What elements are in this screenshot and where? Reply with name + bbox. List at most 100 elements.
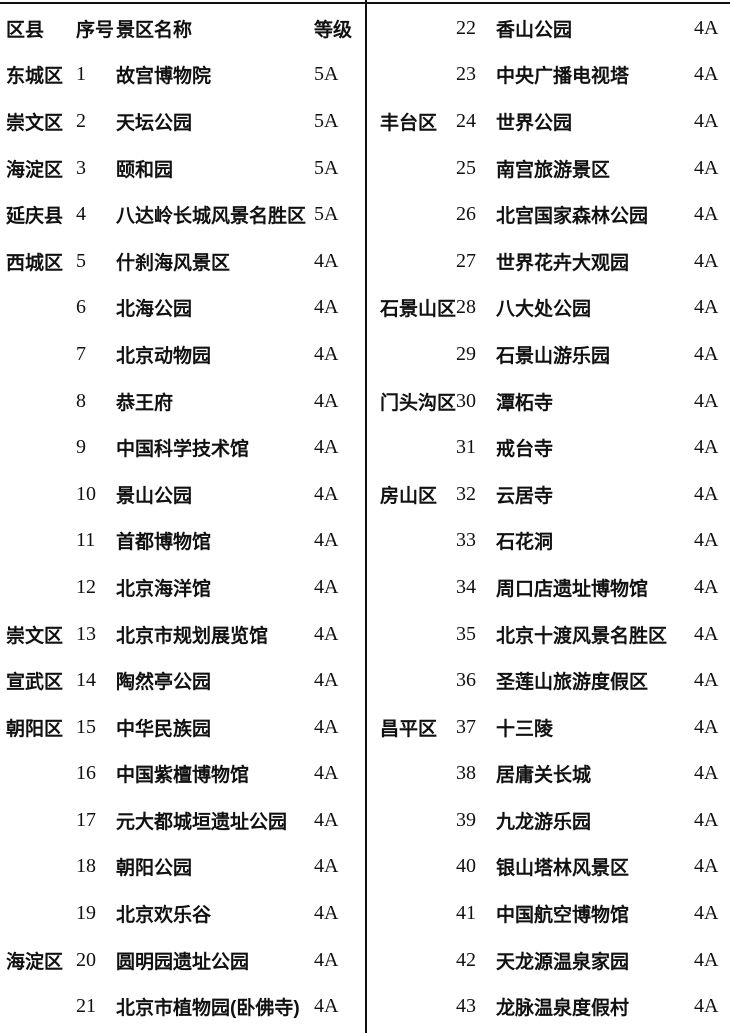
table-row: 10 景山公园 4A bbox=[0, 471, 365, 518]
scenic-name-cell: 南宫旅游景区 bbox=[496, 159, 611, 181]
grade-cell: 4A bbox=[694, 249, 719, 272]
district-cell: 门头沟区 bbox=[380, 392, 457, 414]
grade-cell: 4A bbox=[314, 436, 339, 459]
grade-cell: 4A bbox=[694, 715, 719, 738]
table-header-row: 区县 序号 景区名称 等级 bbox=[0, 5, 365, 52]
district-cell: 朝阳区 bbox=[6, 718, 64, 740]
district-cell: 石景山区 bbox=[380, 299, 457, 321]
grade-cell: 5A bbox=[314, 156, 339, 179]
scenic-name-cell: 北宫国家森林公园 bbox=[496, 206, 649, 228]
serial-number-cell: 6 bbox=[76, 296, 86, 319]
serial-number-cell: 26 bbox=[456, 203, 476, 226]
table-row: 昌平区 37 十三陵 4A bbox=[367, 704, 730, 751]
table-row: 宣武区 14 陶然亭公园 4A bbox=[0, 657, 365, 704]
serial-number-cell: 43 bbox=[456, 995, 476, 1018]
district-cell: 延庆县 bbox=[6, 206, 64, 228]
serial-number-cell: 21 bbox=[76, 995, 96, 1018]
scenic-name-cell: 中华民族园 bbox=[116, 718, 212, 740]
scenic-name-cell: 故宫博物院 bbox=[116, 66, 212, 88]
grade-cell: 4A bbox=[694, 762, 719, 785]
serial-number-cell: 19 bbox=[76, 902, 96, 925]
scenic-name-cell: 中国紫檀博物馆 bbox=[116, 765, 250, 787]
table-row: 25 南宫旅游景区 4A bbox=[367, 145, 730, 192]
serial-number-cell: 11 bbox=[76, 529, 96, 552]
grade-cell: 4A bbox=[694, 156, 719, 179]
table-row: 18 朝阳公园 4A bbox=[0, 844, 365, 891]
grade-cell: 4A bbox=[314, 389, 339, 412]
scenic-name-cell: 天坛公园 bbox=[116, 112, 193, 134]
grade-cell: 4A bbox=[314, 482, 339, 505]
right-column: 22 香山公园 4A 23 中央广播电视塔 4A 丰台区 24 世界公园 4A 25 南宫旅游景区 4A… bbox=[367, 5, 730, 1030]
serial-number-cell: 42 bbox=[456, 948, 476, 971]
grade-cell: 5A bbox=[314, 63, 339, 86]
district-cell: 西城区 bbox=[6, 252, 64, 274]
grade-cell: 5A bbox=[314, 109, 339, 132]
table-row: 35 北京十渡风景名胜区 4A bbox=[367, 611, 730, 658]
grade-cell: 4A bbox=[314, 995, 339, 1018]
table-row: 43 龙脉温泉度假村 4A bbox=[367, 983, 730, 1030]
table-row: 38 居庸关长城 4A bbox=[367, 751, 730, 798]
table-row: 39 九龙游乐园 4A bbox=[367, 797, 730, 844]
serial-number-cell: 29 bbox=[456, 342, 476, 365]
table-row: 19 北京欢乐谷 4A bbox=[0, 890, 365, 937]
scenic-name-cell: 景山公园 bbox=[116, 485, 193, 507]
serial-number-cell: 13 bbox=[76, 622, 96, 645]
scenic-name-cell: 中国科学技术馆 bbox=[116, 439, 250, 461]
grade-cell: 4A bbox=[694, 109, 719, 132]
grade-cell: 4A bbox=[694, 622, 719, 645]
grade-cell: 4A bbox=[694, 296, 719, 319]
serial-number-cell: 10 bbox=[76, 482, 96, 505]
serial-number-cell: 2 bbox=[76, 109, 86, 132]
scenic-name-cell: 圣莲山旅游度假区 bbox=[496, 672, 649, 694]
no-header: 序号 bbox=[76, 19, 115, 41]
table-row: 26 北宫国家森林公园 4A bbox=[367, 191, 730, 238]
district-cell: 房山区 bbox=[380, 485, 438, 507]
scenic-name-cell: 世界花卉大观园 bbox=[496, 252, 630, 274]
serial-number-cell: 5 bbox=[76, 249, 86, 272]
scenic-name-cell: 龙脉温泉度假村 bbox=[496, 998, 630, 1020]
grade-cell: 4A bbox=[314, 622, 339, 645]
scenic-name-cell: 北京市植物园(卧佛寺) bbox=[116, 998, 300, 1020]
scenic-name-cell: 天龙源温泉家园 bbox=[496, 951, 630, 973]
serial-number-cell: 16 bbox=[76, 762, 96, 785]
table-row: 29 石景山游乐园 4A bbox=[367, 331, 730, 378]
district-cell: 海淀区 bbox=[6, 951, 64, 973]
scenic-name-cell: 十三陵 bbox=[496, 718, 554, 740]
scenic-name-cell: 九龙游乐园 bbox=[496, 811, 592, 833]
grade-cell: 4A bbox=[314, 855, 339, 878]
table-row: 42 天龙源温泉家园 4A bbox=[367, 937, 730, 984]
grade-cell: 4A bbox=[314, 249, 339, 272]
district-cell: 昌平区 bbox=[380, 718, 438, 740]
scenic-name-cell: 戒台寺 bbox=[496, 439, 554, 461]
scenic-name-cell: 八大处公园 bbox=[496, 299, 592, 321]
grade-cell: 4A bbox=[314, 762, 339, 785]
scenic-name-cell: 什刹海风景区 bbox=[116, 252, 231, 274]
table-row: 崇文区 13 北京市规划展览馆 4A bbox=[0, 611, 365, 658]
table-row: 27 世界花卉大观园 4A bbox=[367, 238, 730, 285]
scenic-name-cell: 北京海洋馆 bbox=[116, 578, 212, 600]
grade-cell: 4A bbox=[694, 389, 719, 412]
scenic-name-cell: 圆明园遗址公园 bbox=[116, 951, 250, 973]
scenic-name-cell: 北京市规划展览馆 bbox=[116, 625, 269, 647]
table-row: 7 北京动物园 4A bbox=[0, 331, 365, 378]
table-row: 12 北京海洋馆 4A bbox=[0, 564, 365, 611]
serial-number-cell: 30 bbox=[456, 389, 476, 412]
district-cell: 崇文区 bbox=[6, 112, 64, 134]
table-row: 40 银山塔林风景区 4A bbox=[367, 844, 730, 891]
district-cell: 崇文区 bbox=[6, 625, 64, 647]
table-row: 6 北海公园 4A bbox=[0, 285, 365, 332]
serial-number-cell: 31 bbox=[456, 436, 476, 459]
grade-cell: 4A bbox=[314, 902, 339, 925]
grade-cell: 4A bbox=[314, 808, 339, 831]
table-row: 延庆县 4 八达岭长城风景名胜区 5A bbox=[0, 191, 365, 238]
scenic-name-cell: 周口店遗址博物馆 bbox=[496, 578, 649, 600]
scenic-name-cell: 朝阳公园 bbox=[116, 858, 193, 880]
table-row: 海淀区 3 颐和园 5A bbox=[0, 145, 365, 192]
serial-number-cell: 33 bbox=[456, 529, 476, 552]
table-row: 36 圣莲山旅游度假区 4A bbox=[367, 657, 730, 704]
serial-number-cell: 4 bbox=[76, 203, 86, 226]
serial-number-cell: 41 bbox=[456, 902, 476, 925]
serial-number-cell: 40 bbox=[456, 855, 476, 878]
grade-cell: 4A bbox=[694, 63, 719, 86]
